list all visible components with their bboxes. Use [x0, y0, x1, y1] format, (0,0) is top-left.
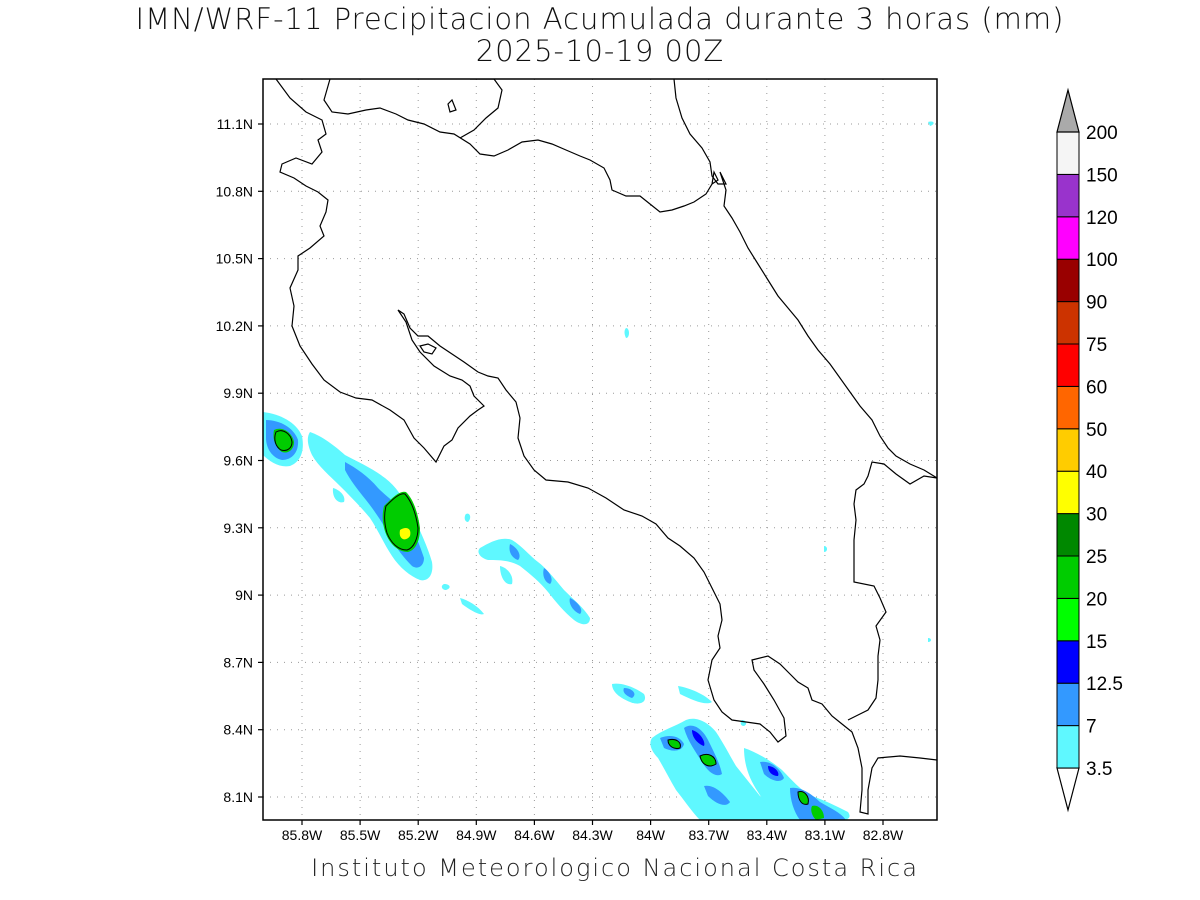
precip-area [811, 805, 824, 820]
color-legend: 3.5 7 12.5 15 20 25 30 40 50 60 75 90 100 120 150 200 [1056, 87, 1123, 813]
precipitation-field [263, 121, 934, 820]
legend-label: 200 [1086, 123, 1118, 144]
legend-swatch [1056, 682, 1080, 727]
precip-area [509, 544, 520, 560]
legend-swatch [1056, 725, 1080, 769]
precip-area [768, 766, 779, 776]
legend-label: 7 [1086, 717, 1097, 738]
legend-label: 100 [1086, 250, 1118, 271]
latitude-tick-label: 9.9N [223, 385, 253, 401]
legend-swatch [1056, 173, 1080, 218]
longitude-tick-label: 84.3W [572, 827, 613, 843]
map-title: IMN/WRF-11 Precipitacion Acumulada duran… [135, 2, 1065, 36]
latitude-tick-label: 8.1N [223, 789, 253, 805]
longitude-tick-label: 82.8W [863, 827, 904, 843]
latitude-axis: 11.1N 10.8N 10.5N 10.2N 9.9N 9.6N 9.3N 9N 8.7N 8.… [216, 116, 263, 805]
precip-area [624, 328, 629, 338]
legend-swatch [1056, 555, 1080, 599]
longitude-axis: 85.8W 85.5W 85.2W 84.9W 84.6W 84.3W 84W 83.7W 83… [282, 820, 904, 843]
legend-label: 75 [1086, 335, 1107, 356]
legend-label: 90 [1086, 293, 1107, 314]
legend-swatch [1056, 597, 1080, 642]
latitude-tick-label: 10.8N [216, 183, 253, 199]
latitude-tick-label: 8.4N [223, 722, 253, 738]
map-datetime: 2025-10-19 00Z [475, 34, 725, 68]
legend-swatch [1056, 513, 1080, 557]
legend-label: 25 [1086, 547, 1107, 568]
legend-label: 3.5 [1086, 759, 1112, 780]
precip-area [464, 513, 471, 522]
legend-swatch [1056, 131, 1080, 175]
legend-swatch [1056, 87, 1080, 133]
precip-area [543, 568, 552, 584]
precip-area [569, 598, 582, 614]
precip-area [623, 688, 635, 698]
latitude-tick-label: 9.3N [223, 520, 253, 536]
precip-area [824, 546, 827, 552]
longitude-tick-label: 84.6W [514, 827, 555, 843]
legend-label: 150 [1086, 165, 1118, 186]
legend-swatch [1056, 216, 1080, 260]
precip-area [704, 785, 730, 805]
longitude-tick-label: 83.7W [688, 827, 729, 843]
legend-swatch [1056, 301, 1080, 345]
latitude-tick-label: 10.5N [216, 251, 253, 267]
legend-swatch [1056, 767, 1080, 813]
latitude-tick-label: 9.6N [223, 453, 253, 469]
precip-area [500, 566, 513, 585]
legend-swatch [1056, 343, 1080, 387]
longitude-tick-label: 83.4W [747, 827, 788, 843]
legend-label: 60 [1086, 377, 1107, 398]
longitude-tick-label: 83.1W [805, 827, 846, 843]
map-gridlines [263, 79, 937, 820]
longitude-tick-label: 85.8W [282, 827, 323, 843]
precip-area [678, 686, 712, 704]
precip-area [441, 584, 450, 590]
footer-credit: Instituto Meteorologico Nacional Costa R… [311, 854, 919, 882]
latitude-tick-label: 9N [235, 587, 253, 603]
latitude-tick-label: 10.2N [216, 318, 253, 334]
latitude-tick-label: 11.1N [217, 116, 253, 132]
legend-swatch [1056, 428, 1080, 472]
precip-area [460, 598, 484, 615]
legend-label: 120 [1086, 208, 1118, 229]
legend-swatch [1056, 640, 1080, 684]
precip-area [692, 730, 705, 746]
precip-area [928, 121, 934, 126]
longitude-tick-label: 84.9W [456, 827, 497, 843]
legend-label: 20 [1086, 589, 1107, 610]
legend-label: 30 [1086, 505, 1107, 526]
legend-swatch [1056, 470, 1080, 515]
longitude-tick-label: 85.5W [340, 827, 381, 843]
latitude-tick-label: 8.7N [223, 654, 253, 670]
legend-swatch [1056, 385, 1080, 430]
precip-area [332, 488, 345, 503]
precip-area [382, 491, 420, 552]
coastline [275, 79, 937, 815]
precip-area [399, 528, 411, 540]
legend-label: 15 [1086, 632, 1107, 653]
legend-label: 50 [1086, 420, 1107, 441]
precip-area [928, 638, 931, 642]
map-frame [262, 78, 938, 821]
precip-area [478, 538, 590, 625]
legend-label: 40 [1086, 462, 1107, 483]
legend-label: 12.5 [1086, 674, 1123, 695]
legend-swatch [1056, 258, 1080, 303]
longitude-tick-label: 84W [636, 827, 666, 843]
longitude-tick-label: 85.2W [398, 827, 439, 843]
